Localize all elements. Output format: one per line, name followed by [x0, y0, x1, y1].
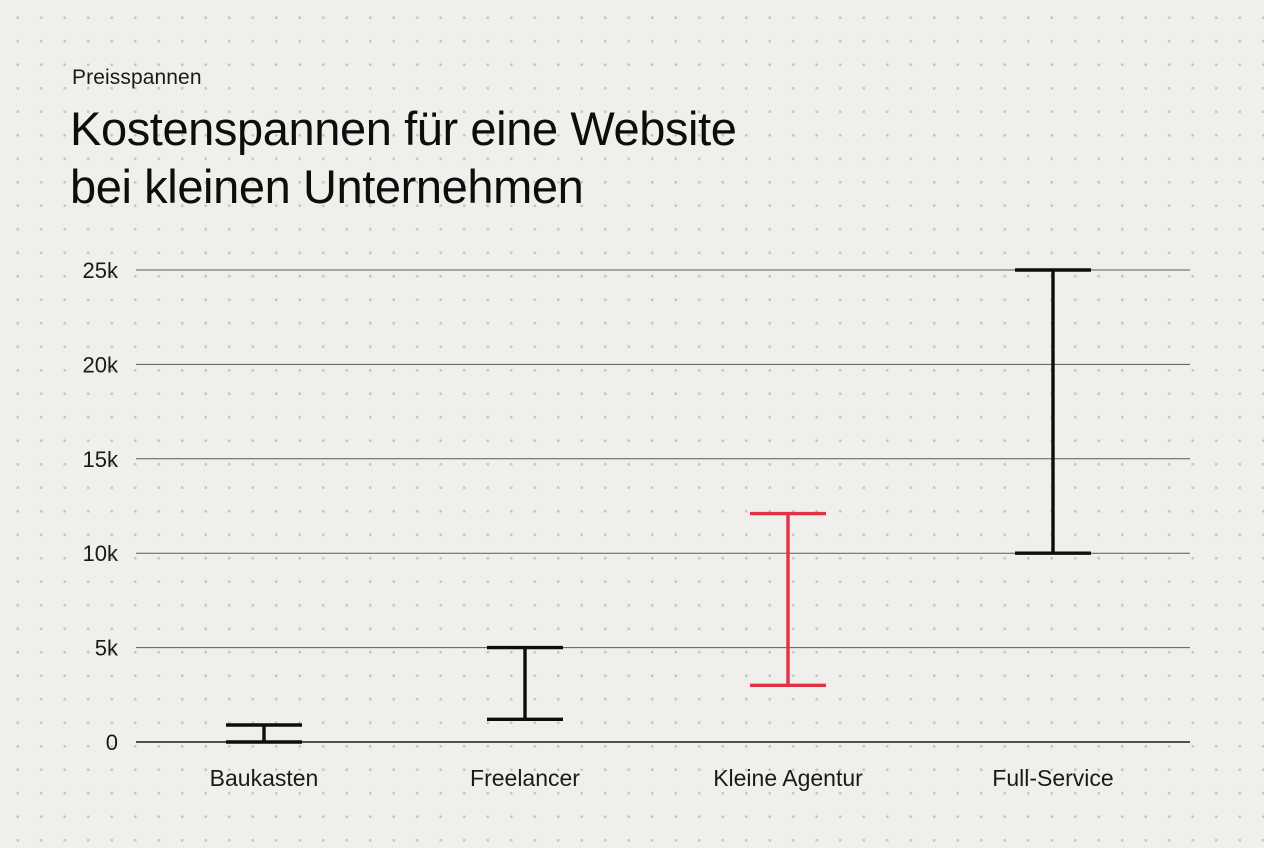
chart-subtitle: Preisspannen — [72, 66, 202, 89]
chart-title: Kostenspannen für eine Website bei klein… — [70, 100, 1070, 216]
y-tick-label: 0 — [106, 730, 118, 755]
gridlines — [136, 269, 1190, 743]
range-mark-baukasten — [226, 723, 302, 744]
chart-title-line-2: bei kleinen Unternehmen — [70, 160, 584, 213]
y-tick-label: 10k — [83, 541, 119, 566]
x-axis-category-labels: Baukasten Freelancer Kleine Agentur Full-Se… — [210, 765, 1114, 791]
y-tick-label: 15k — [83, 447, 119, 472]
y-axis-tick-labels: 0 5k 10k 15k 20k 25k — [83, 258, 119, 755]
x-category-label: Kleine Agentur — [713, 765, 863, 791]
x-category-label: Full-Service — [992, 765, 1113, 791]
x-category-label: Freelancer — [470, 765, 580, 791]
chart-title-line-1: Kostenspannen für eine Website — [70, 102, 737, 155]
x-category-label: Baukasten — [210, 765, 319, 791]
range-mark-freelancer — [487, 645, 563, 722]
y-tick-label: 20k — [83, 352, 119, 377]
y-tick-label: 25k — [83, 258, 119, 283]
range-marks — [226, 268, 1091, 744]
range-mark-full-service — [1015, 268, 1091, 555]
y-tick-label: 5k — [95, 636, 119, 661]
range-mark-kleine-agentur — [750, 511, 826, 688]
